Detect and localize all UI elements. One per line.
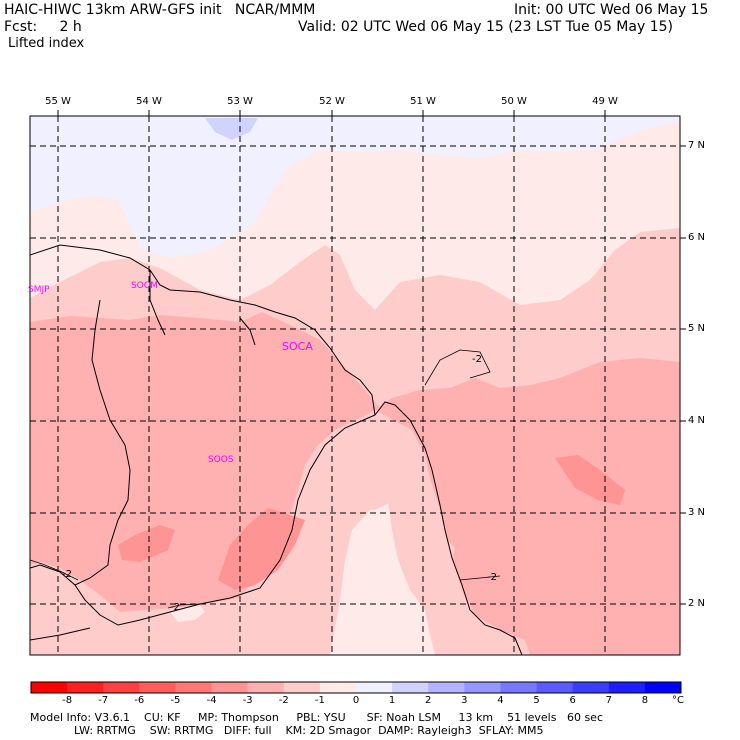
shade-minus4-to-minus3	[555, 455, 625, 505]
colorbar-border	[30, 681, 682, 694]
shade-minus2-to-minus1	[415, 528, 455, 568]
colorbar-swatch	[31, 682, 68, 693]
colorbar-tick-label: -3	[242, 695, 253, 706]
lon-label: 53 W	[227, 96, 253, 107]
init-time: Init: 00 UTC Wed 06 May 15	[514, 2, 709, 18]
colorbar-tick-label: -7	[98, 695, 109, 706]
lat-label: 2 N	[688, 598, 706, 609]
colorbar-tick-label: 7	[605, 695, 612, 706]
lat-label: 4 N	[688, 415, 706, 426]
colorbar-swatch	[500, 682, 537, 693]
lat-label: 3 N	[688, 507, 706, 518]
colorbar-tick-label: 1	[388, 695, 396, 706]
colorbar-swatch	[572, 682, 610, 693]
lon-label: 49 W	[592, 96, 618, 107]
shade-minus3-to-minus2	[30, 312, 380, 612]
colorbar-swatch	[356, 682, 393, 693]
shade-minus1-to-0	[330, 500, 435, 655]
station-label: SOCM	[131, 281, 158, 291]
field-name: Lifted index	[8, 36, 85, 51]
colorbar-tick-label: 2	[425, 695, 432, 706]
lon-label: 51 W	[410, 96, 436, 107]
colorbar-swatch	[283, 682, 321, 693]
colorbar-tick-label: 5	[533, 695, 540, 706]
map-frame	[29, 115, 681, 656]
colorbar-tick-label: 4	[497, 695, 504, 706]
colorbar-swatch	[211, 682, 248, 693]
station-label: SOCA	[282, 340, 313, 353]
colorbar	[30, 681, 682, 694]
contour-label: -2	[472, 354, 482, 365]
station-label: SOOS	[208, 455, 234, 465]
shade-minus3-to-minus2	[375, 358, 680, 655]
shade-minus2-to-minus1	[30, 565, 110, 645]
shade-0-to-1	[30, 116, 680, 258]
colorbar-swatch	[67, 682, 104, 693]
colorbar-tick-label: 3	[461, 695, 468, 706]
lon-label: 54 W	[136, 96, 162, 107]
shade-1-to-2	[205, 118, 258, 140]
lat-label: 6 N	[688, 232, 706, 243]
colorbar-swatch	[608, 682, 646, 693]
contour-label: -2	[487, 572, 497, 583]
valid-time: Valid: 02 UTC Wed 06 May 15 (23 LST Tue …	[298, 19, 673, 35]
contour-label: -2	[170, 602, 180, 613]
shade-minus2-to-minus1	[338, 470, 395, 510]
colorbar-tick-label: -1	[314, 695, 325, 706]
lon-label: 52 W	[319, 96, 345, 107]
colorbar-swatch	[536, 682, 573, 693]
colorbar-tick-label: -8	[62, 695, 73, 706]
forecast-hour: Fcst: 2 h	[4, 19, 82, 35]
colorbar-tick-label: -5	[170, 695, 181, 706]
shade-minus1-to-0	[170, 605, 205, 622]
lon-label: 55 W	[45, 96, 71, 107]
colorbar-swatch	[175, 682, 212, 693]
contour-label: -2	[62, 569, 72, 580]
lon-label: 50 W	[501, 96, 527, 107]
model-info: Model Info: V3.6.1 CU: KF MP: Thompson P…	[30, 711, 603, 724]
station-label: SMJP	[28, 285, 50, 295]
lat-label: 5 N	[688, 323, 706, 334]
colorbar-tick-label: 6	[569, 695, 576, 706]
lat-ticks	[680, 145, 686, 605]
colorbar-swatch	[428, 682, 465, 693]
colorbar-swatch	[392, 682, 429, 693]
shade-minus4-to-minus3	[118, 525, 175, 562]
colorbar-tick-label: -4	[206, 695, 217, 706]
plot-title: HAIC-HIWC 13km ARW-GFS init NCAR/MMM	[4, 2, 316, 18]
colorbar-unit: °C	[672, 695, 684, 706]
lon-ticks	[57, 110, 606, 116]
colorbar-swatch	[644, 682, 682, 693]
colorbar-swatch	[247, 682, 285, 693]
colorbar-swatch	[139, 682, 176, 693]
colorbar-swatch	[319, 682, 357, 693]
colorbar-tick-label: 0	[352, 695, 360, 706]
colorbar-swatch	[464, 682, 501, 693]
colorbar-swatch	[103, 682, 140, 693]
model-physics: LW: RRTMG SW: RRTMG DIFF: full KM: 2D Sm…	[74, 724, 544, 737]
borders	[30, 244, 523, 655]
lat-lon-grid	[30, 116, 680, 655]
colorbar-tick-label: 8	[641, 695, 649, 706]
lat-label: 7 N	[688, 140, 706, 151]
colorbar-tick-label: -2	[278, 695, 289, 706]
colorbar-tick-label: -6	[134, 695, 145, 706]
